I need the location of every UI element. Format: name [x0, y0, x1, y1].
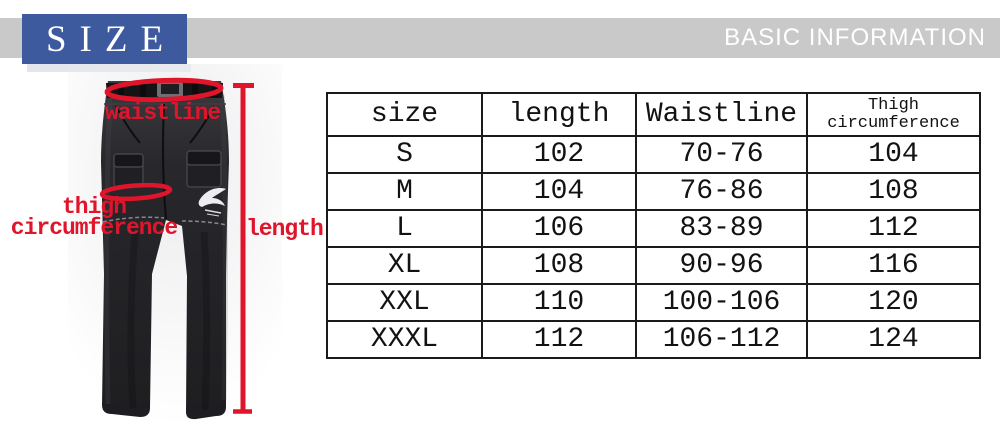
- thigh-cell: 116: [806, 246, 981, 285]
- header-thigh-line1: Thigh: [867, 95, 919, 115]
- size-cell: XXXL: [326, 320, 483, 359]
- waistline-cell: 90-96: [635, 246, 808, 285]
- waistline-cell: 100-106: [635, 283, 808, 322]
- length-cell: 112: [481, 320, 637, 359]
- table-row: M 104 76-86 108: [326, 172, 981, 211]
- waistline-cell: 76-86: [635, 172, 808, 211]
- waistline-cell: 70-76: [635, 135, 808, 174]
- waistline-ellipse: [104, 77, 224, 103]
- table-row: XXL 110 100-106 120: [326, 283, 981, 322]
- header-length: length: [481, 92, 637, 137]
- length-cell: 104: [481, 172, 637, 211]
- waistline-label: waistline: [105, 100, 221, 126]
- thigh-label-line1: thigh: [61, 194, 127, 220]
- thigh-circumference-label: thigh circumference: [4, 194, 184, 241]
- thigh-cell: 120: [806, 283, 981, 322]
- length-cell: 106: [481, 209, 637, 248]
- measurement-marks: [99, 77, 254, 414]
- table-row: L 106 83-89 112: [326, 209, 981, 248]
- header-thigh-line2: circumference: [827, 113, 960, 133]
- length-cell: 110: [481, 283, 637, 322]
- pants-image: [101, 81, 229, 420]
- size-cell: XXL: [326, 283, 483, 322]
- length-measurement-line: [233, 83, 254, 414]
- waistline-cell: 106-112: [635, 320, 808, 359]
- size-cell: XL: [326, 246, 483, 285]
- waistline-cell: 83-89: [635, 209, 808, 248]
- header-size: size: [326, 92, 483, 137]
- thigh-cell: 124: [806, 320, 981, 359]
- size-table: size length Waistline Thigh circumferenc…: [326, 92, 981, 359]
- table-header-row: size length Waistline Thigh circumferenc…: [326, 92, 981, 137]
- size-cell: M: [326, 172, 483, 211]
- brand-logo: [198, 188, 226, 217]
- cargo-pockets: [113, 150, 222, 188]
- size-title-box: SIZE: [22, 14, 187, 64]
- thigh-cell: 108: [806, 172, 981, 211]
- thigh-circumference-ellipse: [99, 182, 173, 202]
- table-row: XXXL 112 106-112 124: [326, 320, 981, 359]
- thigh-cell: 104: [806, 135, 981, 174]
- banner-title: BASIC INFORMATION: [724, 24, 986, 51]
- header-waistline: Waistline: [635, 92, 808, 137]
- size-cell: S: [326, 135, 483, 174]
- thigh-label-line2: circumference: [10, 215, 178, 241]
- length-cell: 108: [481, 246, 637, 285]
- header-thigh-circumference: Thigh circumference: [806, 92, 981, 137]
- table-row: S 102 70-76 104: [326, 135, 981, 174]
- length-cell: 102: [481, 135, 637, 174]
- thigh-cell: 112: [806, 209, 981, 248]
- length-label: length: [246, 216, 324, 242]
- size-cell: L: [326, 209, 483, 248]
- table-row: XL 108 90-96 116: [326, 246, 981, 285]
- size-title: SIZE: [45, 18, 177, 60]
